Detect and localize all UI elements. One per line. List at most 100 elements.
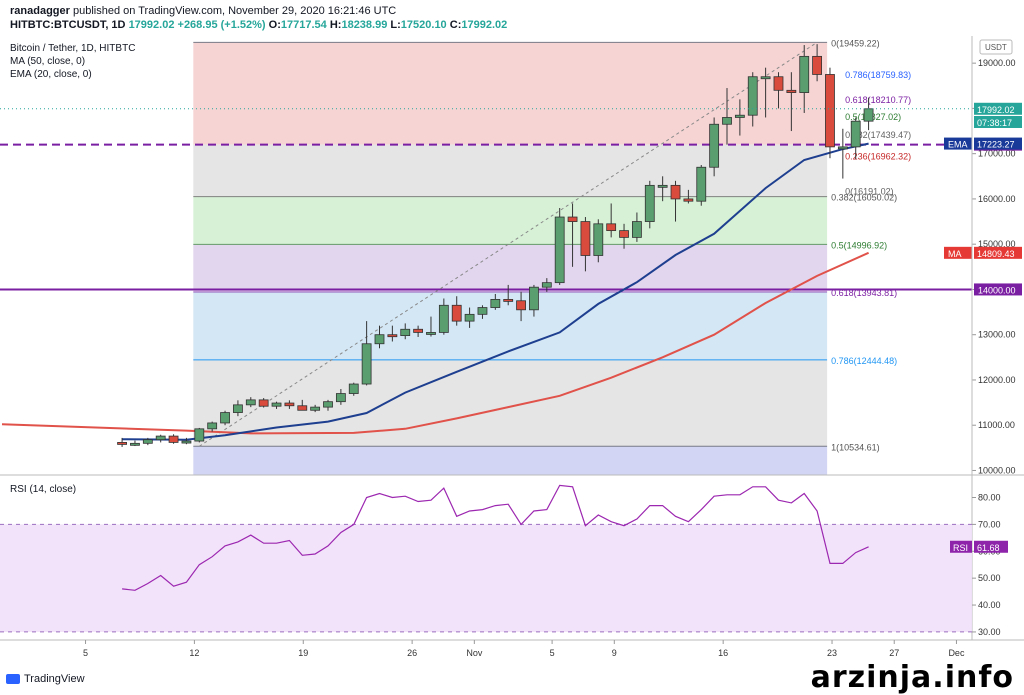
chart-header: ranadagger published on TradingView.com,… bbox=[0, 0, 1024, 36]
candle[interactable] bbox=[220, 412, 230, 424]
legend-ema: EMA (20, close, 0) bbox=[10, 69, 92, 80]
candle[interactable] bbox=[619, 230, 629, 238]
candle[interactable] bbox=[490, 298, 501, 308]
candle[interactable] bbox=[387, 334, 398, 338]
candle[interactable] bbox=[464, 313, 475, 322]
open-label: O: bbox=[268, 19, 281, 31]
price-tag-name: MA bbox=[948, 249, 962, 259]
last-close: 17992.02 bbox=[128, 19, 175, 31]
legend-ma: MA (50, close, 0) bbox=[10, 56, 85, 67]
price-tag-bg bbox=[974, 102, 1022, 115]
candle[interactable] bbox=[297, 405, 308, 411]
candle[interactable] bbox=[168, 435, 179, 443]
candle[interactable] bbox=[181, 440, 192, 444]
x-tick-label: Dec bbox=[948, 648, 965, 658]
legend-title: Bitcoin / Tether, 1D, HITBTC bbox=[10, 43, 135, 54]
author-name[interactable]: ranadagger bbox=[10, 5, 70, 17]
fib-level-label: 0.786(12444.48) bbox=[831, 356, 897, 366]
y-tick-label: 11000.00 bbox=[978, 420, 1015, 430]
candle[interactable] bbox=[580, 221, 591, 256]
candle[interactable] bbox=[245, 399, 256, 406]
site-watermark: arzinja.info bbox=[810, 660, 1014, 695]
x-tick-label: 26 bbox=[407, 648, 417, 658]
candle[interactable] bbox=[593, 223, 604, 256]
candle[interactable] bbox=[516, 300, 526, 311]
candle[interactable] bbox=[529, 286, 539, 311]
candle[interactable] bbox=[348, 383, 359, 394]
candle[interactable] bbox=[632, 221, 642, 238]
candle[interactable] bbox=[850, 120, 861, 148]
candle[interactable] bbox=[812, 55, 822, 75]
candle[interactable] bbox=[567, 216, 578, 222]
rsi-tag-name: RSI bbox=[953, 543, 968, 553]
x-tick-label: 27 bbox=[889, 648, 899, 658]
fib-zone-5 bbox=[193, 359, 828, 447]
fib-extension-label: 0(16191.02) bbox=[845, 186, 894, 196]
candle[interactable] bbox=[644, 184, 655, 222]
candle[interactable] bbox=[142, 439, 153, 444]
close-value: 17992.02 bbox=[461, 19, 508, 31]
candle[interactable] bbox=[117, 442, 127, 445]
rsi-y-tick-label: 70.00 bbox=[978, 519, 1001, 529]
candle[interactable] bbox=[258, 399, 269, 407]
price-chart[interactable]: 0(19459.22) 0.786(12444.48) 1(10534.61) 0.3… bbox=[0, 36, 1024, 670]
candle[interactable] bbox=[786, 89, 797, 93]
published-text: published on TradingView.com, November 2… bbox=[72, 5, 397, 17]
candle[interactable] bbox=[438, 304, 449, 333]
candle[interactable] bbox=[426, 332, 436, 335]
candle[interactable] bbox=[554, 216, 565, 284]
candle[interactable] bbox=[271, 402, 282, 407]
candle[interactable] bbox=[310, 406, 321, 411]
candle[interactable] bbox=[799, 55, 810, 93]
rsi-tag-label: 61.68 bbox=[977, 543, 1000, 553]
candle[interactable] bbox=[773, 76, 784, 91]
candle[interactable] bbox=[709, 123, 720, 168]
currency-box[interactable] bbox=[979, 39, 1013, 55]
candle[interactable] bbox=[130, 442, 140, 446]
rsi-y-tick-label: 80.00 bbox=[978, 493, 1001, 503]
price-tag-name-bg bbox=[944, 137, 972, 150]
fib-zone-0 bbox=[193, 42, 828, 145]
time-axis[interactable]: 5 12 19 26 Nov 5 9 16 23 27 Dec bbox=[83, 640, 965, 658]
candle[interactable] bbox=[683, 198, 694, 202]
candle[interactable] bbox=[670, 184, 681, 200]
candle[interactable] bbox=[361, 343, 372, 385]
candle[interactable] bbox=[825, 74, 835, 148]
tradingview-logo[interactable]: TradingView bbox=[6, 673, 85, 685]
y-tick-label: 17000.00 bbox=[978, 149, 1016, 159]
tradingview-icon bbox=[6, 674, 20, 685]
candle[interactable] bbox=[413, 328, 424, 333]
candle[interactable] bbox=[323, 401, 333, 408]
y-tick-label: 13000.00 bbox=[978, 330, 1016, 340]
candle[interactable] bbox=[374, 334, 385, 345]
main-pane[interactable]: 0(19459.22) 0.786(12444.48) 1(10534.61) 0.3… bbox=[0, 36, 1024, 640]
candle[interactable] bbox=[155, 435, 166, 441]
candle[interactable] bbox=[863, 108, 874, 122]
candle[interactable] bbox=[734, 114, 745, 118]
candle[interactable] bbox=[722, 117, 732, 125]
candle[interactable] bbox=[284, 402, 295, 407]
price-tag-label: 17992.02 bbox=[977, 105, 1015, 115]
candle[interactable] bbox=[541, 282, 552, 288]
candle[interactable] bbox=[747, 76, 758, 116]
candle[interactable] bbox=[400, 328, 411, 337]
price-tag-name: EMA bbox=[948, 140, 968, 150]
ohlc-line: HITBTC:BTCUSDT, 1D 17992.02 +268.95 (+1.… bbox=[10, 19, 507, 31]
candle[interactable] bbox=[477, 307, 488, 315]
candle[interactable] bbox=[194, 428, 205, 442]
y-tick-label: 15000.00 bbox=[978, 239, 1016, 249]
candle[interactable] bbox=[760, 76, 771, 80]
candle[interactable] bbox=[657, 184, 668, 188]
candle[interactable] bbox=[503, 298, 514, 302]
price-tag-label: 07:38:17 bbox=[977, 118, 1012, 128]
candle[interactable] bbox=[233, 404, 243, 413]
candle[interactable] bbox=[207, 422, 218, 430]
candle[interactable] bbox=[837, 146, 848, 150]
candle[interactable] bbox=[606, 223, 617, 232]
candle[interactable] bbox=[696, 166, 707, 202]
candle[interactable] bbox=[451, 304, 462, 322]
candle[interactable] bbox=[335, 393, 346, 403]
fib-level-label: 0.382(16050.02) bbox=[831, 193, 897, 203]
tradingview-logo-text: TradingView bbox=[24, 673, 85, 685]
